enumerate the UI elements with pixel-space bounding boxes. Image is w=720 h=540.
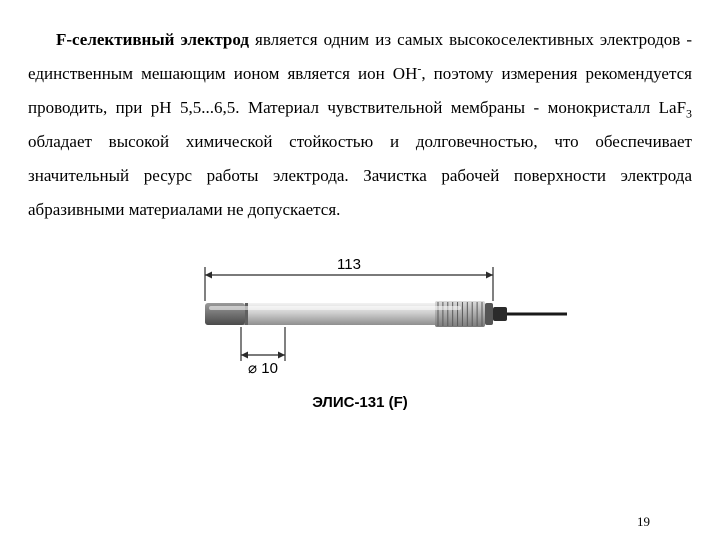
svg-text:⌀ 10: ⌀ 10: [248, 360, 278, 375]
svg-text:113: 113: [337, 256, 361, 273]
body-paragraph: F-селективный электрод является одним из…: [28, 23, 692, 227]
paragraph-rest: является одним из самых высокоселективны…: [28, 30, 692, 219]
page-number: 19: [637, 514, 650, 530]
electrode-figure: 113 ⌀ 10: [145, 245, 575, 375]
lead-term: F-селективный электрод: [56, 30, 249, 49]
page: F-селективный электрод является одним из…: [0, 0, 720, 540]
figure-caption: ЭЛИС-131 (F): [28, 394, 692, 411]
electrode-diagram: 113 ⌀ 10: [145, 245, 575, 375]
figure-container: 113 ⌀ 10 ЭЛИС-131 (F): [28, 245, 692, 411]
